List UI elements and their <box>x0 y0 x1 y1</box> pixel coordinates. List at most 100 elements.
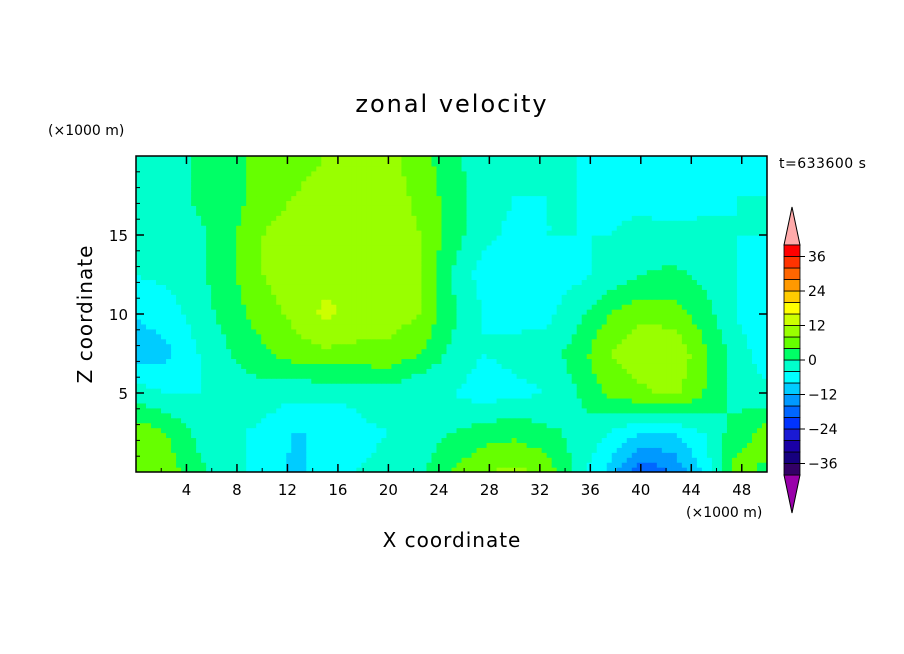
field-cell <box>511 333 518 340</box>
field-cell <box>616 432 623 439</box>
field-cell <box>696 304 703 310</box>
field-cell <box>711 373 718 379</box>
field-cell <box>631 383 638 389</box>
field-cell <box>651 378 658 384</box>
field-cell <box>526 422 533 429</box>
field-cell <box>356 323 362 330</box>
field-cell <box>571 422 578 429</box>
field-cell <box>281 338 287 345</box>
field-cell <box>261 328 267 335</box>
field-cell <box>286 358 292 364</box>
field-cell <box>401 388 408 394</box>
field-cell <box>626 397 633 404</box>
field-cell <box>521 388 528 394</box>
field-cell <box>646 363 653 369</box>
field-cell <box>171 284 177 290</box>
field-cell <box>256 343 262 350</box>
field-cell <box>286 338 292 345</box>
field-cell <box>351 467 357 472</box>
field-cell <box>251 447 257 453</box>
field-cell <box>176 304 182 310</box>
field-cell <box>346 304 352 310</box>
field-cell <box>761 427 767 434</box>
field-cell <box>431 447 438 453</box>
field-cell <box>371 279 377 285</box>
field-cell <box>181 274 187 281</box>
field-cell <box>136 422 142 429</box>
field-cell <box>716 417 723 424</box>
field-cell <box>296 427 302 434</box>
field-cell <box>401 383 408 389</box>
field-cell <box>206 452 212 458</box>
field-cell <box>751 294 758 300</box>
field-cell <box>521 318 528 325</box>
field-cell <box>376 407 382 414</box>
field-cell <box>351 432 357 439</box>
field-cell <box>301 457 307 463</box>
field-cell <box>276 422 282 429</box>
field-cell <box>666 294 673 300</box>
field-cell <box>216 299 222 305</box>
field-cell <box>136 452 142 458</box>
field-cell <box>601 314 608 320</box>
field-cell <box>331 284 337 290</box>
field-cell <box>446 353 453 360</box>
field-cell <box>571 279 578 285</box>
field-cell <box>691 373 698 379</box>
field-cell <box>336 338 342 345</box>
field-cell <box>486 309 493 315</box>
field-cell <box>536 274 543 281</box>
field-cell <box>726 447 733 453</box>
field-cell <box>571 417 578 424</box>
field-cell <box>491 417 498 424</box>
field-cell <box>491 432 498 439</box>
field-cell <box>166 452 172 458</box>
field-cell <box>481 388 488 394</box>
field-cell <box>341 397 347 404</box>
field-cell <box>426 442 433 448</box>
field-cell <box>371 358 377 364</box>
field-cell <box>141 363 147 369</box>
field-cell <box>301 363 307 369</box>
field-cell <box>166 417 172 424</box>
field-cell <box>506 314 513 320</box>
field-cell <box>171 383 177 389</box>
field-cell <box>636 358 643 364</box>
field-cell <box>626 462 633 468</box>
field-cell <box>176 432 182 439</box>
field-cell <box>356 422 362 429</box>
field-cell <box>441 442 448 448</box>
field-cell <box>596 363 603 369</box>
field-cell <box>261 338 267 345</box>
field-cell <box>581 373 588 379</box>
field-cell <box>726 318 733 325</box>
field-cell <box>536 299 543 305</box>
field-cell <box>251 274 257 281</box>
field-cell <box>271 289 277 295</box>
field-cell <box>266 333 272 340</box>
field-cell <box>231 427 237 434</box>
field-cell <box>586 393 593 399</box>
field-cell <box>261 447 267 453</box>
field-cell <box>411 388 418 394</box>
field-cell <box>501 318 508 325</box>
field-cell <box>276 318 282 325</box>
field-cell <box>256 383 262 389</box>
field-cell <box>231 442 237 448</box>
field-cell <box>226 402 232 409</box>
field-cell <box>196 279 202 285</box>
field-cell <box>526 452 533 458</box>
field-cell <box>721 338 728 345</box>
field-cell <box>346 412 352 419</box>
field-cell <box>216 304 222 310</box>
field-cell <box>341 299 347 305</box>
field-cell <box>301 422 307 429</box>
field-cell <box>486 328 493 335</box>
field-cell <box>241 373 247 379</box>
field-cell <box>146 427 152 434</box>
field-cell <box>326 407 332 414</box>
field-cell <box>661 412 668 419</box>
field-cell <box>626 333 633 340</box>
field-cell <box>151 417 157 424</box>
field-cell <box>301 373 307 379</box>
